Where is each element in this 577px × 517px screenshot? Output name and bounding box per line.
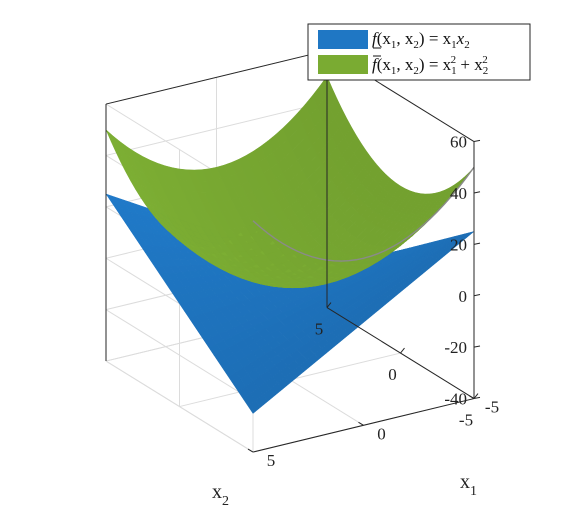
z-axis-ticks: 60 40 20 0 -20 -40 (444, 133, 481, 409)
legend-swatch-f-lower (318, 30, 368, 49)
x1-tick-label: -5 (485, 398, 499, 417)
x1-axis-ticks: -5 0 5 (247, 395, 499, 470)
z-tick-mark (473, 345, 481, 348)
z-tick-label: 40 (450, 184, 467, 203)
z-tick-label: 0 (459, 287, 468, 306)
z-tick-label: -40 (444, 390, 467, 409)
z-tick-label: 60 (450, 133, 467, 152)
x2-tick-mark (326, 302, 332, 308)
x2-tick-label: 0 (388, 365, 397, 384)
x1-tick-label: 0 (377, 424, 386, 443)
x2-axis-title: x2 (212, 481, 229, 509)
legend: f(x1, x2) = x1x2 f(x1, x2) = x12 + x22 (307, 23, 531, 81)
x2-axis-ticks: 5 0 -5 (315, 302, 479, 430)
legend-label-f-lower: f(x1, x2) = x1x2 (372, 29, 470, 51)
z-tick-mark (473, 242, 481, 245)
x1-tick-mark (247, 448, 254, 453)
x1-axis-title: x1 (460, 471, 477, 499)
box-edge (105, 50, 328, 105)
z-tick-label: 20 (450, 235, 467, 254)
x2-tick-label: 5 (315, 320, 324, 339)
surface-edge (252, 166, 475, 262)
z-tick-label: -20 (444, 338, 467, 357)
x1-tick-mark (468, 395, 475, 399)
x2-tick-mark (400, 347, 405, 354)
z-tick-mark (473, 294, 481, 297)
legend-label-f-upper: f(x1, x2) = x12 + x22 (372, 54, 488, 77)
x1-tick-mark (358, 421, 364, 426)
x2-tick-label: -5 (459, 411, 473, 430)
x1-tick-label: 5 (267, 451, 276, 470)
z-tick-mark (473, 191, 481, 194)
z-tick-mark (473, 139, 481, 143)
legend-swatch-f-upper (318, 55, 368, 74)
x2-tick-mark (473, 393, 479, 399)
surface-patch-f-lower (461, 231, 475, 239)
z-tick-mark (473, 396, 481, 400)
surfaces (105, 75, 475, 414)
